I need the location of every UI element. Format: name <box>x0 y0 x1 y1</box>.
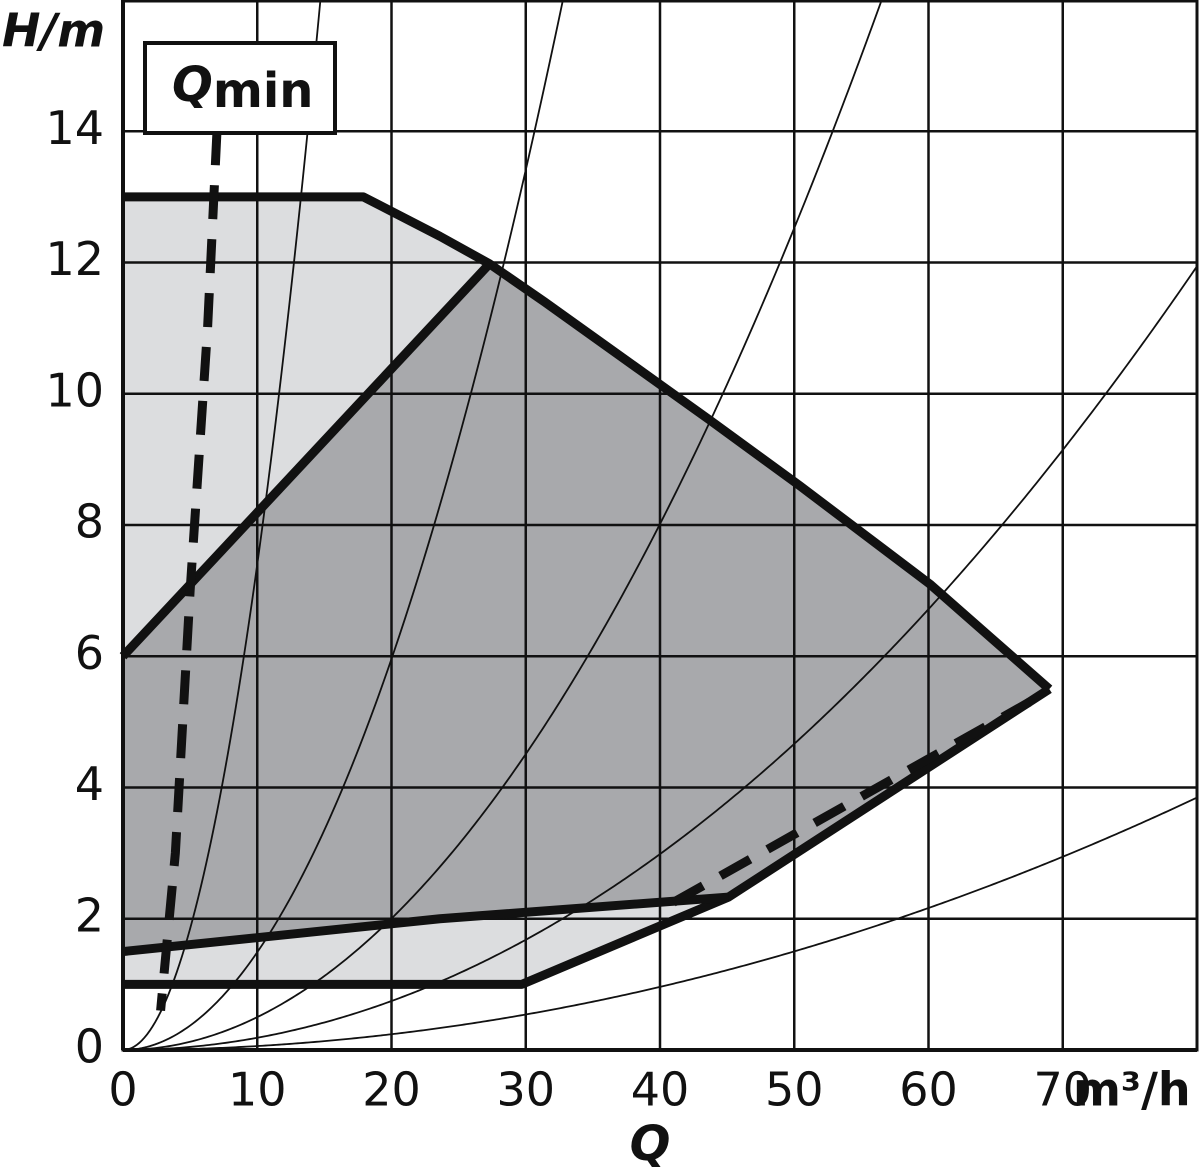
x-tick-label: 30 <box>496 1063 555 1117</box>
x-unit: m³/h <box>1073 1063 1191 1117</box>
system-curve <box>123 796 1197 1050</box>
dashed-line <box>156 131 222 1012</box>
x-tick-label: 0 <box>108 1063 137 1117</box>
system-curves <box>123 0 1197 1050</box>
ticks: 0 10 20 30 40 50 60 70 0 2 4 6 8 10 12 14 <box>45 101 1092 1117</box>
limit-line <box>122 892 729 957</box>
x-axis-label: Q <box>630 1116 671 1172</box>
y-tick-label: 10 <box>45 363 104 417</box>
y-tick-label: 2 <box>75 888 104 942</box>
y-axis-label: H/m <box>2 4 105 58</box>
x-tick-label: 60 <box>899 1063 958 1117</box>
x-tick-label: 20 <box>362 1063 421 1117</box>
qmin-label: Qmin <box>172 57 313 119</box>
dashed-line <box>671 698 1032 907</box>
limit-line <box>119 260 493 660</box>
system-curve <box>123 0 564 1050</box>
x-tick-label: 40 <box>631 1063 690 1117</box>
system-curve <box>123 265 1197 1050</box>
system-curve <box>123 0 322 1050</box>
operating-area <box>123 263 1050 952</box>
x-tick-label: 50 <box>765 1063 824 1117</box>
qmin-box <box>143 41 337 135</box>
x-tick-label: 10 <box>228 1063 287 1117</box>
areas <box>123 196 1050 985</box>
qmin-q: Q <box>172 57 213 113</box>
limit-line <box>123 192 1053 693</box>
limit-line <box>123 685 1052 989</box>
lines <box>119 131 1053 1012</box>
y-tick-label: 0 <box>75 1020 104 1074</box>
x-tick-label: 70 <box>1033 1063 1092 1117</box>
system-curve <box>123 0 883 1050</box>
y-tick-label: 8 <box>75 495 104 549</box>
y-tick-label: 14 <box>45 101 104 155</box>
y-tick-label: 4 <box>75 757 104 811</box>
y-tick-label: 6 <box>75 626 104 680</box>
qmin-sub: min <box>213 63 314 119</box>
y-tick-label: 12 <box>45 232 104 286</box>
